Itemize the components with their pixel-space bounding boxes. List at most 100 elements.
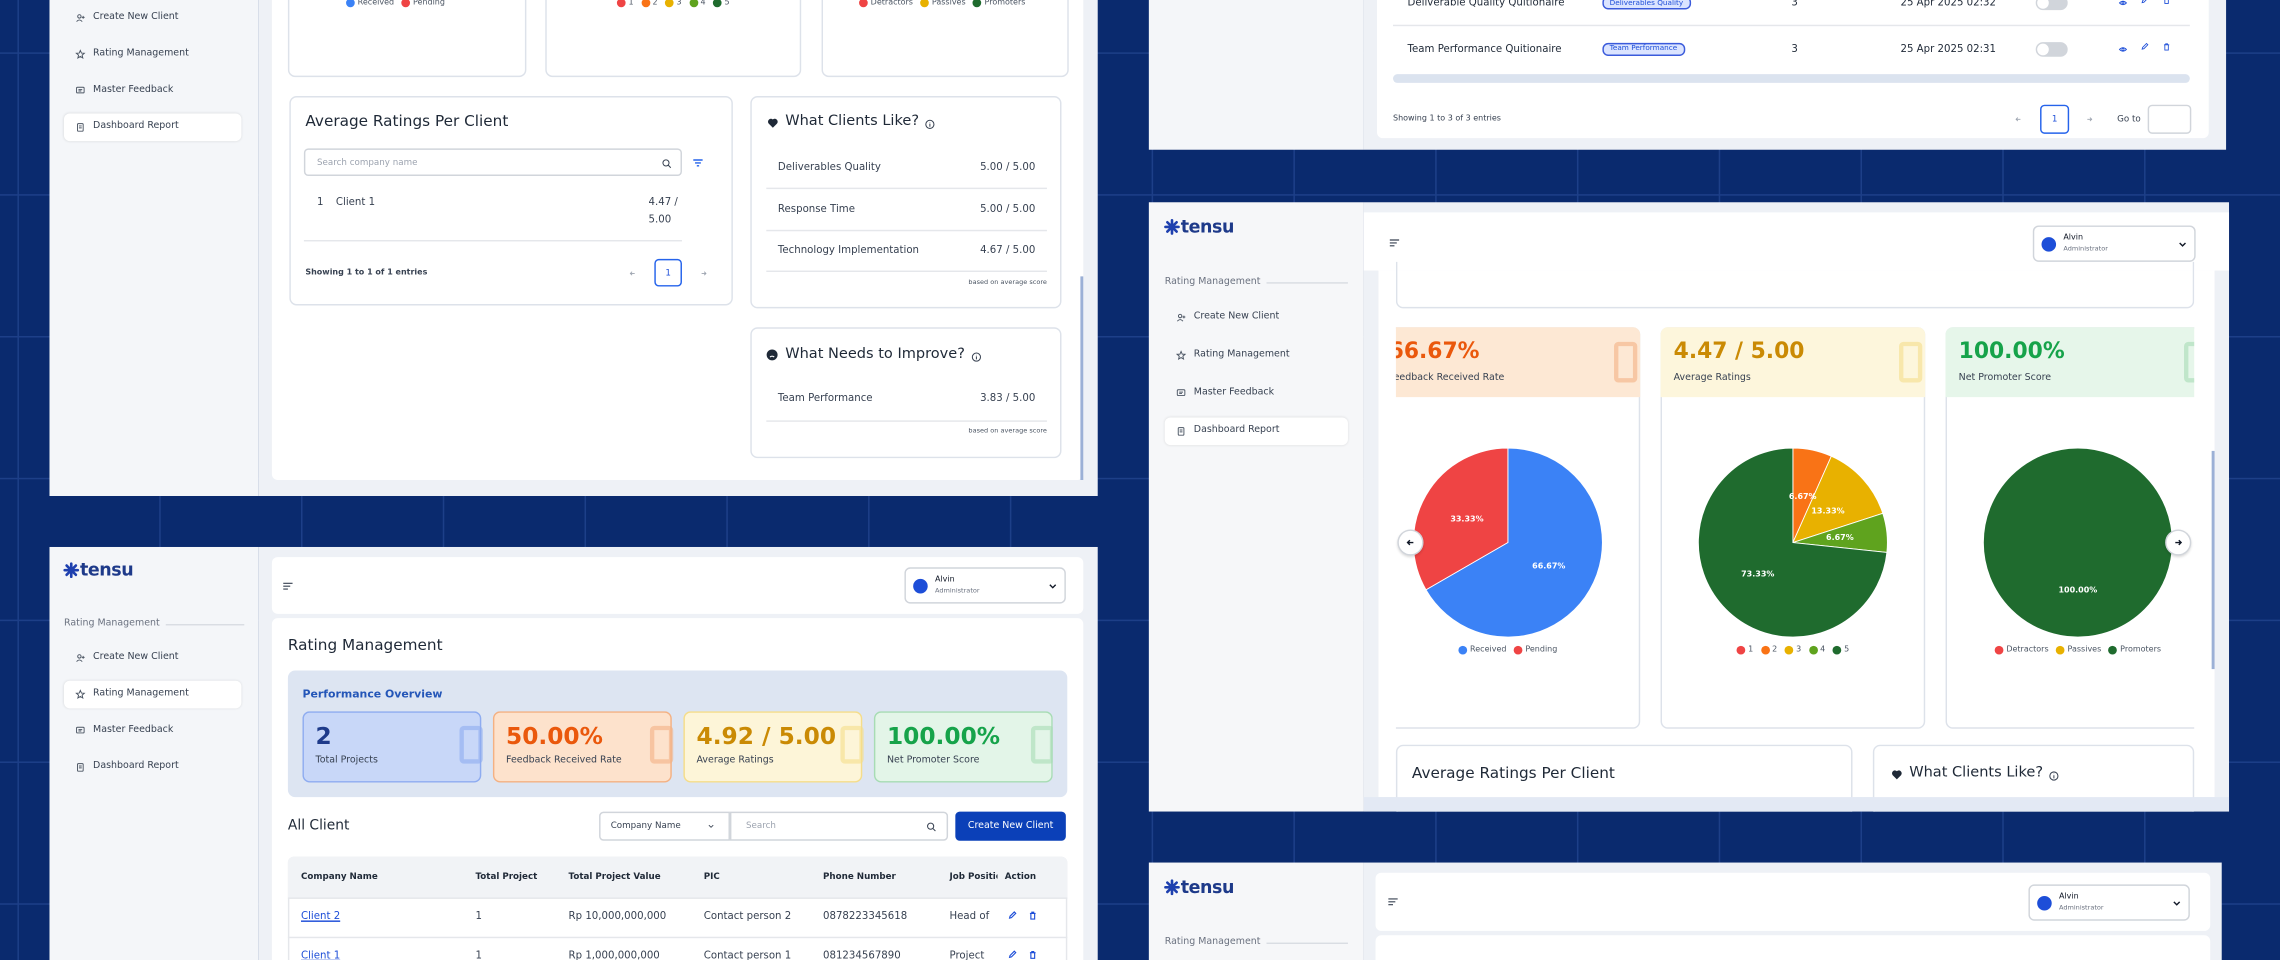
stat-label: Average Ratings [1673,371,1751,383]
panel: 2 Total Projects 50.00% Feedback Received R… [302,711,1053,784]
legend-item: Detractors [1994,645,2049,655]
legend-item: 1 [616,0,634,8]
legend-item: Pending [1513,645,1557,655]
edit-icon-part [2141,42,2149,50]
score-note: based on average score [968,279,1047,287]
menu-item[interactable]: Create New Client [93,10,179,22]
panel-content: tensu Rating Management Alvin Administrator [1148,862,2222,960]
page-title: Rating Management [287,636,443,655]
created-date: 25 Apr 2025 02:31 [1900,42,1996,55]
question-count: 3 [1791,0,1798,9]
panel-content: 66.67% Feedback Received Rate 4.47 / 5.00 A… [1395,261,2195,800]
created-date: 25 Apr 2025 02:32 [1900,0,1996,9]
filter-icon [693,159,703,167]
legend: 1 2 3 4 5 [1736,645,1849,655]
filter-select[interactable] [599,811,730,841]
menu-item[interactable]: Master Feedback [93,83,174,95]
delete-icon-part [1029,911,1036,920]
panel: 66.67% Feedback Received Rate 4.47 / 5.00 A… [1395,261,2195,800]
create-button-label[interactable]: Create New Client [967,819,1054,831]
menu-icon-part [75,86,85,94]
menu-item[interactable]: Dashboard Report [1193,423,1280,436]
user-menu[interactable] [2032,225,2196,262]
menu-item[interactable]: Create New Client [93,650,179,662]
client-link[interactable]: Client 2 [300,910,341,922]
menu-item[interactable]: Dashboard Report [93,119,179,132]
logo: tensu [1180,216,1235,237]
create-button[interactable] [955,811,1066,841]
feedback-name: Deliverable Quality Quitionaire [1407,0,1565,9]
sidebar [49,0,259,497]
search-box[interactable] [303,148,682,177]
logo-mark-part [63,562,80,579]
page-button[interactable] [654,258,682,287]
divider [766,270,1047,273]
menu-icon-part [74,688,86,699]
legend-swatch [972,0,982,8]
legend-item: Detractors [859,0,913,8]
arrow-icon [2175,539,2183,546]
panel: tensu Rating Management Create New Client R… [49,546,1098,960]
card [821,0,1069,78]
content [1375,935,2211,960]
client-link[interactable]: Client 1 [300,949,341,960]
toggle-knob [2037,0,2049,9]
legend-item: 4 [1808,645,1825,655]
goto-input[interactable] [2147,104,2192,134]
legend-swatch [920,0,929,8]
search-placeholder: Search [745,820,776,832]
menu-item[interactable]: Master Feedback [1193,385,1275,398]
search-box[interactable] [729,811,949,841]
table-cell: Rp 1,000,000,000 [568,949,660,960]
menu-icon-part [78,125,82,128]
panel-content: Create New Client Rating Management Master… [49,0,1098,497]
stat-value: 100.00% [886,722,1001,750]
menu-icon-part [1178,391,1183,394]
user-menu[interactable] [904,567,1066,604]
table-cell: Project [949,949,985,960]
menu-item[interactable]: Create New Client [1193,309,1280,322]
menu-item[interactable]: Dashboard Report [93,759,179,772]
menu-icon-part [1176,388,1185,396]
legend-item: Promoters [2108,645,2162,655]
legend: Received Pending [1458,645,1557,655]
filter-icon-part [693,159,703,167]
legend-swatch [401,0,411,8]
table-header [287,856,1068,898]
view-icon [2118,46,2128,51]
slice-label: 100.00% [2058,585,2097,594]
page-button[interactable] [2040,104,2070,134]
stat-icon [1614,341,1638,383]
menu-icon [74,48,86,59]
table-cell: 1 [475,949,482,960]
divider [287,897,1068,899]
aspect-score: 4.67 / 5.00 [980,244,1036,256]
stat-card [302,711,482,783]
legend-swatch [2108,645,2118,655]
status-toggle[interactable] [2035,0,2068,11]
scrollbar [1080,276,1084,481]
legend: Received Pending [346,0,445,8]
menu-item[interactable]: Rating Management [93,686,189,699]
pie-slice [1792,455,1884,544]
legend-label: Promoters [2120,645,2162,655]
stat-icon [459,725,483,764]
category-badge: Deliverables Quality [1602,0,1691,10]
legend-label: 1 [628,0,634,8]
menu-item[interactable]: Rating Management [1193,347,1290,360]
legend-item: Received [1458,645,1506,655]
menu-item[interactable]: Master Feedback [93,723,174,735]
legend-label: 5 [724,0,730,8]
stat-value: 2 [315,722,332,750]
next-page-part [701,271,707,276]
user-menu[interactable] [2028,884,2190,921]
divider [766,187,1047,190]
edit-icon [2141,0,2147,4]
page-number: 1 [2051,114,2058,125]
column-header: Total Project [475,871,538,883]
stat-label: Net Promoter Score [886,753,980,766]
search-icon-part [926,821,934,830]
menu-item[interactable]: Rating Management [93,46,189,59]
heart-icon-part [1891,769,1901,779]
